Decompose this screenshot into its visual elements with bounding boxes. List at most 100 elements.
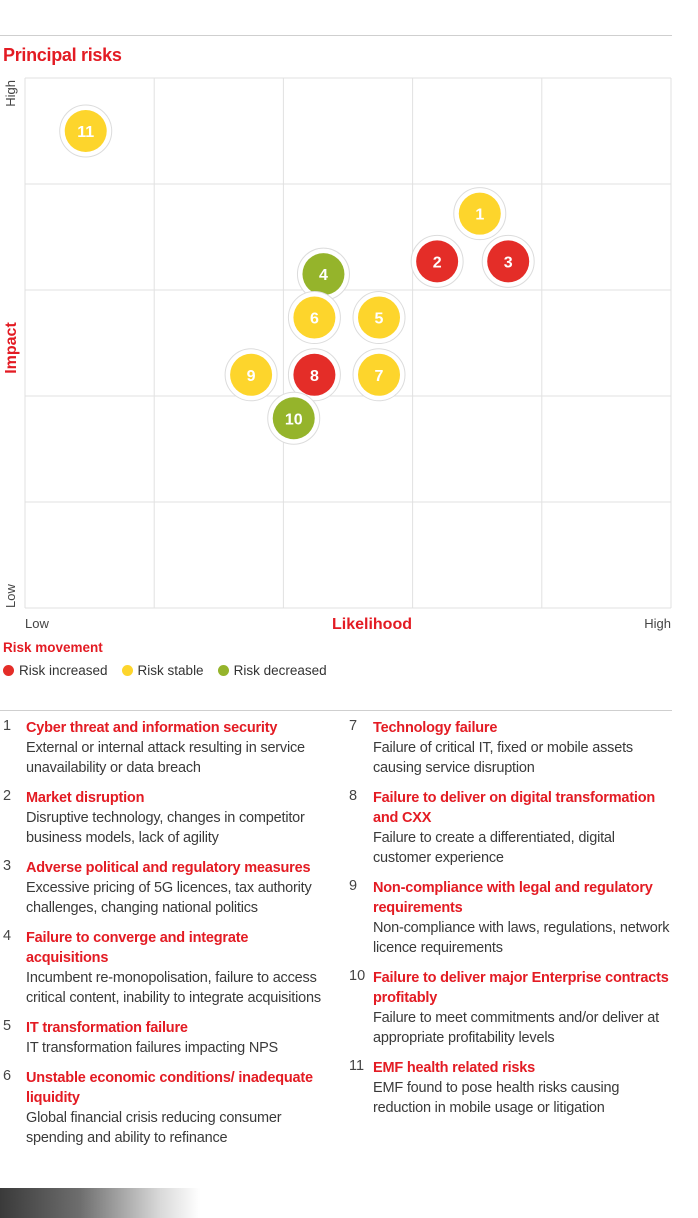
- risk-number: 1: [3, 718, 12, 734]
- risk-body: Technology failure Failure of critical IT…: [373, 718, 674, 778]
- risk-title: Market disruption: [26, 790, 145, 806]
- risk-point-10: [272, 397, 315, 440]
- risk-body: Cyber threat and information security Ext…: [26, 718, 325, 778]
- risk-item: 2 Market disruption Disruptive technology,…: [3, 788, 325, 848]
- top-rule: [0, 35, 672, 36]
- risk-number: 6: [3, 1068, 12, 1084]
- risk-description: Non-compliance with laws, regulations, n…: [373, 920, 670, 956]
- risk-body: IT transformation failure IT transformati…: [26, 1018, 325, 1058]
- risk-number: 2: [3, 788, 12, 804]
- risk-number: 11: [349, 1058, 365, 1074]
- legend-label: Risk decreased: [233, 663, 327, 678]
- risk-point-label: 10: [285, 411, 303, 428]
- y-tick-high: High: [3, 80, 18, 107]
- risk-point-11: [64, 110, 107, 152]
- risk-title: Unstable economic conditions/ inadequate…: [26, 1070, 313, 1106]
- risk-item: 5 IT transformation failure IT transformat…: [3, 1018, 325, 1058]
- risk-item: 3 Adverse political and regulatory measur…: [3, 858, 325, 918]
- legend-dot-decreased: [217, 665, 229, 676]
- risk-point-3: [487, 240, 530, 283]
- risk-point-label: 9: [247, 368, 256, 385]
- x-tick-low: Low: [25, 616, 49, 631]
- risk-point-label: 8: [310, 368, 319, 385]
- risk-body: Market disruption Disruptive technology, …: [26, 788, 325, 848]
- y-tick-low: Low: [3, 584, 18, 608]
- risk-description: External or internal attack resulting in…: [26, 740, 305, 776]
- x-tick-high: High: [644, 616, 671, 631]
- risk-number: 8: [349, 788, 358, 804]
- page-title: Principal risks: [3, 45, 122, 65]
- x-axis-label: Likelihood: [332, 616, 412, 633]
- risk-list-right: 7 Technology failure Failure of critical I…: [349, 718, 674, 1128]
- risk-description: Excessive pricing of 5G licences, tax au…: [26, 880, 312, 916]
- risk-number: 7: [349, 718, 358, 734]
- risk-item: 10 Failure to deliver major Enterprise co…: [349, 968, 674, 1048]
- risk-title: EMF health related risks: [373, 1060, 536, 1076]
- risk-body: EMF health related risks EMF found to pos…: [373, 1058, 674, 1118]
- risk-description: Failure of critical IT, fixed or mobile …: [373, 740, 633, 776]
- risk-point-7: [358, 353, 401, 396]
- risk-body: Adverse political and regulatory measure…: [26, 858, 325, 918]
- risk-number: 5: [3, 1018, 12, 1034]
- y-axis-label: Impact: [3, 322, 20, 374]
- risk-title: Failure to deliver major Enterprise cont…: [373, 970, 669, 1006]
- risk-point-1: [458, 192, 501, 235]
- risk-point-label: 5: [375, 311, 384, 328]
- risk-description: Incumbent re-monopolisation, failure to …: [26, 970, 321, 1006]
- legend-dot-increased: [3, 665, 14, 676]
- risk-title: Failure to converge and integrate acquis…: [26, 930, 249, 966]
- risk-item: 8 Failure to deliver on digital transform…: [349, 788, 674, 868]
- legend-item-decreased: Risk decreased: [217, 663, 327, 678]
- risk-point-9: [230, 353, 273, 396]
- risk-title: IT transformation failure: [26, 1020, 188, 1036]
- risk-description: Disruptive technology, changes in compet…: [26, 810, 305, 846]
- legend: Risk increased Risk stable Risk decreased: [3, 663, 341, 678]
- risk-description: Failure to meet commitments and/or deliv…: [373, 1010, 659, 1046]
- risk-description: IT transformation failures impacting NPS: [26, 1040, 279, 1056]
- risk-item: 7 Technology failure Failure of critical I…: [349, 718, 674, 778]
- risk-item: 4 Failure to converge and integrate acqui…: [3, 928, 325, 1008]
- legend-item-stable: Risk stable: [121, 663, 204, 678]
- risk-body: Non-compliance with legal and regulatory…: [373, 878, 674, 958]
- risk-item: 1 Cyber threat and information security Ex…: [3, 718, 325, 778]
- risk-point-4: [302, 253, 345, 296]
- risk-point-6: [293, 296, 336, 339]
- risk-description: EMF found to pose health risks causing r…: [373, 1080, 620, 1116]
- risk-title: Technology failure: [373, 720, 498, 736]
- legend-item-increased: Risk increased: [3, 663, 108, 678]
- risk-number: 10: [349, 968, 366, 984]
- risk-point-label: 3: [504, 254, 513, 271]
- risk-body: Failure to deliver major Enterprise cont…: [373, 968, 674, 1048]
- mid-rule: [0, 710, 672, 711]
- risk-list-left: 1 Cyber threat and information security Ex…: [3, 718, 325, 1158]
- risk-description: Global financial crisis reducing consume…: [26, 1110, 282, 1146]
- risk-body: Failure to converge and integrate acquis…: [26, 928, 325, 1008]
- legend-label: Risk increased: [19, 663, 108, 678]
- risk-point-label: 6: [310, 311, 319, 328]
- legend-title: Risk movement: [3, 640, 103, 655]
- risk-description: Failure to create a differentiated, digi…: [373, 830, 615, 866]
- risk-point-5: [358, 296, 401, 339]
- risk-title: Adverse political and regulatory measure…: [26, 860, 311, 876]
- legend-label: Risk stable: [137, 663, 204, 678]
- legend-dot-stable: [121, 665, 133, 676]
- risk-body: Failure to deliver on digital transforma…: [373, 788, 674, 868]
- risk-body: Unstable economic conditions/ inadequate…: [26, 1068, 325, 1148]
- risk-item: 11 EMF health related risks EMF found to p…: [349, 1058, 674, 1118]
- risk-item: 6 Unstable economic conditions/ inadequat…: [3, 1068, 325, 1148]
- risk-number: 4: [3, 928, 12, 944]
- footer-image-strip: [0, 1188, 200, 1218]
- risk-point-label: 7: [375, 368, 384, 385]
- risk-number: 3: [3, 858, 12, 874]
- risk-point-2: [416, 240, 459, 283]
- risk-point-label: 1: [475, 207, 484, 224]
- risk-title: Failure to deliver on digital transforma…: [373, 790, 656, 826]
- risk-point-label: 4: [319, 267, 328, 284]
- risk-number: 9: [349, 878, 358, 894]
- risk-title: Cyber threat and information security: [26, 720, 278, 736]
- risk-point-8: [293, 353, 336, 396]
- risk-title: Non-compliance with legal and regulatory…: [373, 880, 653, 916]
- risk-point-label: 2: [433, 254, 442, 271]
- risk-point-label: 11: [77, 124, 94, 141]
